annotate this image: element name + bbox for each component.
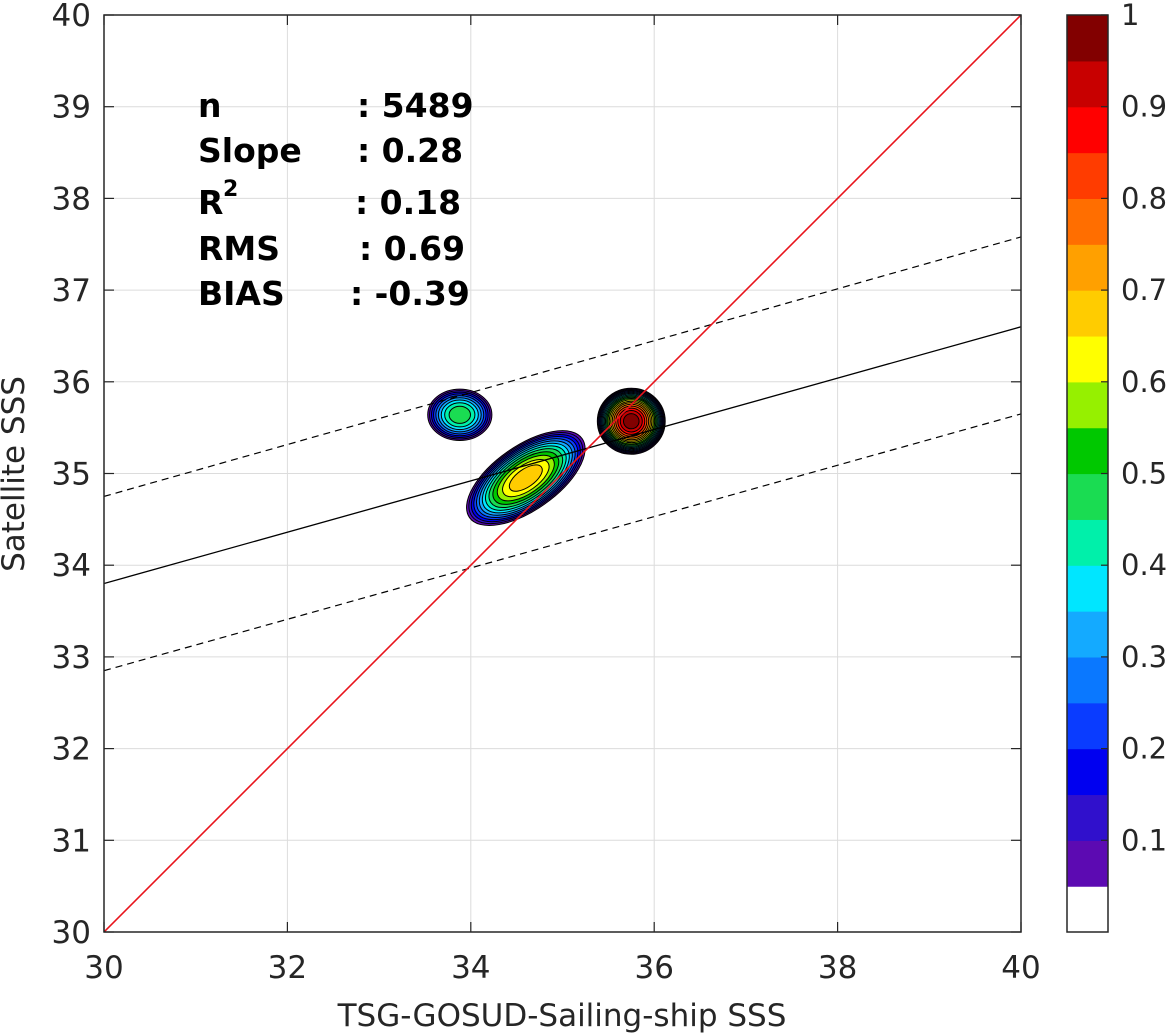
y-tick-label: 38 xyxy=(52,181,91,217)
x-tick-label: 34 xyxy=(451,950,490,986)
y-axis-label: Satellite SSS xyxy=(0,376,32,572)
colorbar-segment xyxy=(1067,152,1108,199)
contour-right-level-19 xyxy=(622,413,640,430)
contour-left-level-9 xyxy=(448,405,471,424)
y-tick-label: 39 xyxy=(52,90,91,126)
colorbar-segment xyxy=(1067,473,1108,520)
x-tick-label: 36 xyxy=(634,950,673,986)
colorbar: 0.1 0.2 0.3 0.4 0.5 0.6 0.7 0.8 0.9 1 xyxy=(1066,0,1167,933)
colorbar-segment xyxy=(1067,611,1108,658)
colorbar-tick-label: 1 xyxy=(1121,0,1139,32)
colorbar-segment xyxy=(1067,335,1108,383)
stat-value-r2: : 0.18 xyxy=(355,183,461,222)
colorbar-segment xyxy=(1067,290,1108,337)
stat-value-slope: : 0.28 xyxy=(357,131,463,170)
colorbar-segment xyxy=(1067,886,1108,933)
confidence-upper-line xyxy=(104,236,1021,498)
colorbar-tick-label: 0.9 xyxy=(1121,90,1167,124)
stat-label-bias: BIAS xyxy=(198,274,285,313)
stats-block: n : 5489 Slope : 0.28 R 2 : 0.18 RMS : 0… xyxy=(198,86,474,313)
y-tick-label: 34 xyxy=(52,548,91,584)
colorbar-segment xyxy=(1067,60,1108,108)
colorbar-segment xyxy=(1067,427,1108,475)
stat-value-n: : 5489 xyxy=(357,86,474,125)
y-tick-label: 31 xyxy=(52,823,91,859)
stat-label-rms: RMS xyxy=(198,229,280,268)
colorbar-tick-label: 0.7 xyxy=(1121,273,1167,307)
colorbar-segment xyxy=(1067,15,1108,62)
colorbar-segment xyxy=(1067,748,1108,796)
stat-label-slope: Slope xyxy=(198,131,302,170)
colorbar-segment xyxy=(1067,702,1108,750)
y-tick-label: 30 xyxy=(52,915,91,951)
y-tick-label: 32 xyxy=(52,732,91,768)
colorbar-segment xyxy=(1067,794,1108,841)
y-tick-label: 37 xyxy=(52,273,91,309)
colorbar-segment xyxy=(1067,198,1108,245)
stat-label-r2: R xyxy=(198,183,223,222)
y-tick-label: 33 xyxy=(52,640,91,676)
x-tick-label: 40 xyxy=(1001,950,1040,986)
y-tick-label: 36 xyxy=(52,365,91,401)
colorbar-tick-label: 0.8 xyxy=(1121,181,1167,215)
axis-ticks: 30 32 34 36 38 40 30 31 32 33 34 35 36 37 38 39 40 xyxy=(52,0,1041,986)
colorbar-segment xyxy=(1067,244,1108,291)
confidence-lower-line xyxy=(104,413,1021,672)
colorbar-segment xyxy=(1067,519,1108,566)
colorbar-tick-label: 0.3 xyxy=(1121,640,1167,674)
contour-main-level-13 xyxy=(508,464,543,492)
reference-lines xyxy=(104,15,1021,932)
density-contours xyxy=(427,387,666,526)
colorbar-segment xyxy=(1067,840,1108,887)
one-to-one-line xyxy=(104,15,1021,932)
colorbar-tick-label: 0.6 xyxy=(1121,365,1167,399)
y-tick-label: 35 xyxy=(52,457,91,493)
colorbar-segment xyxy=(1067,381,1108,429)
y-tick-label: 40 xyxy=(52,0,91,34)
colorbar-segment xyxy=(1067,656,1108,704)
colorbar-tick-label: 0.2 xyxy=(1121,732,1167,766)
grid xyxy=(104,15,1021,932)
x-axis-label: TSG-GOSUD-Sailing-ship SSS xyxy=(337,998,787,1034)
colorbar-tick-label: 0.4 xyxy=(1121,548,1167,582)
stat-value-bias: : -0.39 xyxy=(350,274,470,313)
x-tick-label: 30 xyxy=(84,950,123,986)
x-tick-label: 32 xyxy=(268,950,307,986)
colorbar-segment xyxy=(1067,106,1108,154)
stat-value-rms: : 0.69 xyxy=(359,229,465,268)
stat-label-n: n xyxy=(198,86,222,125)
colorbar-tick-label: 0.5 xyxy=(1121,457,1167,491)
stat-r2-superscript: 2 xyxy=(223,177,238,202)
colorbar-segment xyxy=(1067,565,1108,612)
x-tick-label: 38 xyxy=(818,950,857,986)
colorbar-tick-label: 0.1 xyxy=(1121,823,1167,857)
regression-line xyxy=(104,326,1021,585)
